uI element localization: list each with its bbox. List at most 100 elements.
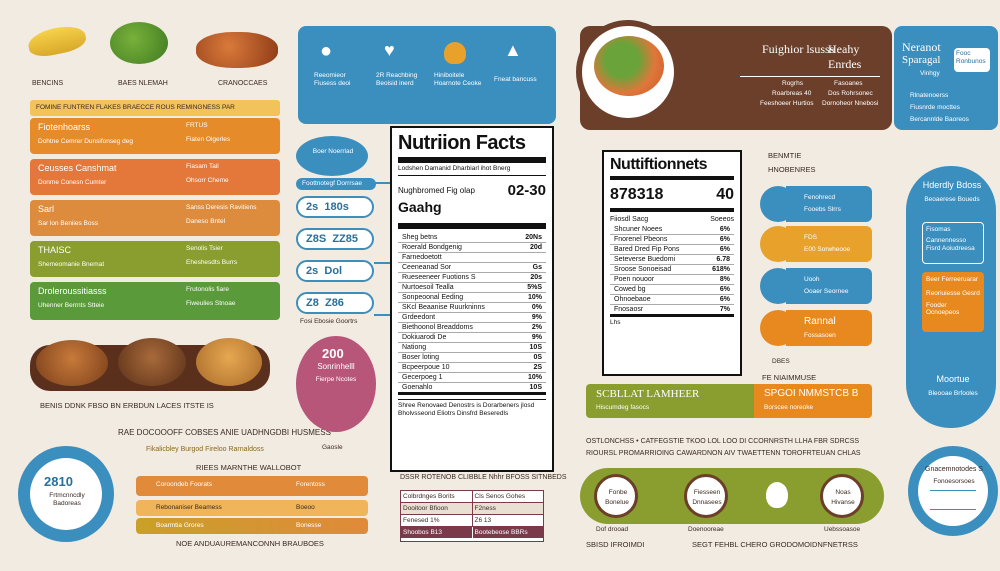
nutrition-row: Roerald Bondgenig 20d	[398, 243, 546, 253]
nutrient-value: 2%	[531, 323, 542, 331]
nutrition-row: Nationg 10S	[398, 343, 546, 353]
orange-panel-row-2: Rebonaniser Beamess Boeoo	[136, 500, 368, 516]
nutrient-value: 6%	[719, 286, 730, 293]
blue-corner-e: Fiusnrde mocttes	[910, 104, 960, 111]
nutrition-row: Sheg betns 20Ns	[398, 233, 546, 243]
nutrient-name: Grdeedont	[402, 313, 436, 321]
nutrient-value: 0%	[531, 303, 542, 311]
nutrient-name: Seteverse Buedomi	[614, 256, 676, 263]
card-bg	[786, 226, 872, 262]
connector-line	[374, 182, 392, 184]
nutrient-value: 10%	[527, 373, 542, 381]
nf-band: DSSR ROTENOB CLIBBLE Nhhr BFOSS SITNBEDS	[400, 474, 567, 481]
nutrient-name: Boser loting	[402, 353, 439, 361]
left-row-desc: Uhenner Berrnts Stteie	[38, 302, 105, 309]
brown-col1-foot: Feeshoeer Hurtios	[760, 100, 814, 107]
nf-serving-value: 02-30	[507, 181, 546, 199]
orange-row-left: Rebonaniser Beamess	[156, 504, 222, 511]
caption-b: Fikalicbley Burgod Fireloo Rarnaldoss	[146, 446, 264, 453]
mid-stat-pill-3: 2s Dol	[296, 260, 374, 282]
left-row-title: Droleroussitiasss	[38, 286, 107, 296]
card-bg	[786, 186, 872, 222]
cat-icon: ▲	[504, 40, 522, 60]
nf-title: Nutriion Facts	[398, 132, 526, 154]
top-label-3: CRANOCCAES	[218, 80, 268, 87]
right-icon-card-desc: Ooaer Seornee	[804, 288, 849, 295]
brown-col1-sub2: Roarbreas 40	[772, 90, 812, 97]
nutrition-row: Grdeedont 9%	[398, 313, 546, 323]
left-rows: Fiotenhoarss Dohtne Cemrer Dunsifonseg de…	[30, 118, 280, 322]
nf2-sub-label: Fiiosdl Sacg	[610, 216, 649, 223]
stat-badge-inner	[30, 458, 102, 530]
blue-corner-title2: Sparagal	[902, 54, 941, 66]
mid-bubble	[296, 136, 368, 176]
orange-row-right: Bonesse	[296, 522, 322, 529]
meat-food-image	[196, 32, 278, 68]
nutrition-row: Fnorenel Pbeons 6%	[610, 235, 734, 245]
nutrition-row: Ohnoebaoe 6%	[610, 295, 734, 305]
nutrition-row: Goenahlo 10S	[398, 383, 546, 395]
green-label-2: Doenooreae	[688, 526, 724, 533]
left-row-title: THAISC	[38, 245, 72, 255]
mini-table: Colbrdnges Borits Cls Senos Gohes Dooito…	[400, 490, 544, 542]
nf2-foot: Lhs	[610, 319, 621, 326]
left-row-desc: Donme Conesn Cumter	[38, 179, 107, 186]
nutrition-row: Farnedoetott	[398, 253, 546, 263]
nutrient-value: 6%	[719, 236, 730, 243]
green-band-badge-text: Hivanse	[831, 499, 855, 506]
right-column-top-sub: Beoaerese Boueds	[924, 196, 980, 203]
blue-header-label-1: Reeomieor Fiusess deoi	[314, 72, 351, 87]
nutrient-value: 0S	[533, 353, 542, 361]
green-band-badge-text: Dnnasees	[692, 499, 722, 506]
nutrient-value: 20s	[530, 273, 542, 281]
dog-icon: ●	[320, 40, 333, 62]
nutrient-name: Poen nouoor	[614, 276, 655, 283]
brown-divider	[740, 76, 880, 77]
blue-corner-badge-text: Fooc Ronbunos	[956, 50, 986, 65]
nutrient-value: 618%	[712, 266, 730, 273]
bottom-caption: OSTLONCHSS • CATFEGSTIE TKOO LOL LOO DI …	[586, 438, 860, 445]
nutrient-value: 10%	[527, 293, 542, 301]
orange-panel-row-1: Coroondeb Foorats Forentoss	[136, 476, 368, 496]
right-icon-card-desc: Fooebs Slrrs	[804, 206, 841, 213]
nutrition-row: Fnosaosr 7%	[610, 305, 734, 317]
mid-stat-a: Z8S	[306, 233, 327, 245]
nutrition-facts-label-2: Nuttiftionnets 878318 40 Fiiosdl Sacg So…	[602, 150, 742, 376]
mini-table-cell: Z6 13	[474, 517, 492, 524]
orange-row-right: Boeoo	[296, 504, 315, 511]
nutrient-value: 6.78	[716, 256, 730, 263]
mini-table-cell: Bootebeose BBRs	[474, 529, 528, 536]
nutrient-name: Sheg betns	[402, 233, 438, 241]
stat-badge-number: 2810	[44, 474, 73, 489]
nf-calories-label: Gaahg	[398, 199, 546, 229]
brown-col2-sub2: Dos Rohrsonec	[828, 90, 873, 97]
nf2-sub-right: Soeeos	[710, 216, 734, 223]
nutrient-name: Farnedoetott	[402, 253, 442, 261]
blue-corner-f: Bercannlde Baoreos	[910, 116, 969, 123]
orange-panel-row-3: Boarmtia Grores Bonesse	[136, 518, 368, 534]
nutrition-row: Gecerpoeg 1 10%	[398, 373, 546, 383]
green-band-badge-text: Bonelue	[605, 499, 629, 506]
mid-stat-pill-2: Z8S ZZ85	[296, 228, 374, 250]
left-row-2: Ceusses Canshmat Donme Conesn Cumter Fiasa…	[30, 159, 280, 195]
nutrition-row: Rueseeneer Fuotions S 20s	[398, 273, 546, 283]
nutrient-value: 10S	[529, 383, 542, 391]
mid-stats-head-text: Foottnotegf Dorrrsae	[302, 180, 362, 187]
nutrient-value: 6%	[719, 226, 730, 233]
green-band-badge-4: Noas Hivanse	[820, 474, 864, 518]
nutrient-value: 10S	[529, 343, 542, 351]
stat-badge-text: Frtmcnncdly Badoreas	[49, 492, 85, 507]
right-column-item-text: Beer Ferreeruarar	[926, 276, 979, 283]
nutrition-row: Bcpeerpoue 10 2S	[398, 363, 546, 373]
left-row-desc: Sar lon Beniies Boss	[38, 220, 98, 227]
nutrition-row: Ceeneanad Sor Gs	[398, 263, 546, 273]
scrubbar-left-sub: Hiscumdeg fasocs	[596, 404, 650, 411]
right-column-item-text: Fooder Ocnoepeos	[926, 301, 960, 317]
nutrient-value: 20d	[529, 243, 542, 251]
food-plate-content	[594, 36, 664, 96]
left-row-right-desc: Fiweulies Stnoae	[186, 300, 236, 307]
mid-stat-a: 2s	[306, 201, 319, 213]
bottom-footer-right: SEGT FEHBL CHERO GRODOMOIDNFNETRSS	[692, 540, 858, 549]
right-badge-sub: Fonoesorsoes	[933, 478, 975, 485]
nutrition-row: SKcl Beaanise Ruurkninns 0%	[398, 303, 546, 313]
